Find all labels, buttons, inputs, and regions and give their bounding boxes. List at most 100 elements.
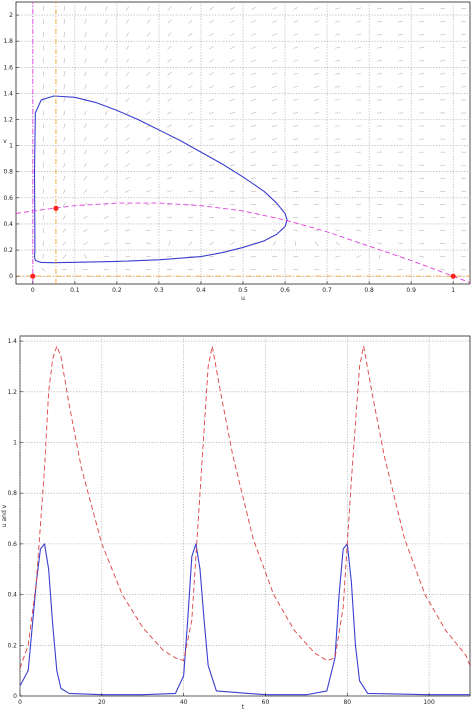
y-tick-label: 0 bbox=[13, 693, 17, 700]
direction-field-mark bbox=[440, 242, 446, 245]
direction-field-mark bbox=[167, 150, 172, 154]
direction-field-mark bbox=[272, 7, 277, 10]
direction-field-mark bbox=[83, 228, 88, 233]
direction-field-mark bbox=[146, 32, 151, 37]
direction-field-mark bbox=[168, 241, 171, 247]
y-tick-label: 1.4 bbox=[7, 338, 17, 345]
direction-field-mark bbox=[251, 46, 256, 49]
direction-field-mark bbox=[146, 58, 151, 63]
direction-field-mark bbox=[293, 229, 299, 232]
direction-field-mark bbox=[42, 227, 44, 233]
direction-field-mark bbox=[146, 111, 151, 115]
time-series-ticks: 0 20 40 60 80 100 0 0.2 0.4 0.6 0.8 1 1.2 1.4 bbox=[7, 338, 435, 706]
equilibrium-point bbox=[53, 205, 59, 211]
direction-field-mark bbox=[250, 151, 257, 153]
direction-field-mark bbox=[272, 229, 278, 232]
direction-field-mark bbox=[63, 32, 66, 38]
time-series-chart: 0 20 40 60 80 100 0 0.2 0.4 0.6 0.8 1 1.2 1.4 t u and… bbox=[1, 335, 471, 711]
direction-field-mark bbox=[84, 58, 87, 64]
direction-field-mark bbox=[293, 20, 298, 23]
direction-field-mark bbox=[125, 124, 130, 128]
y-tick-label: 1.2 bbox=[3, 117, 13, 124]
direction-field-mark bbox=[208, 229, 214, 232]
u-series-line bbox=[20, 543, 470, 696]
direction-field-mark bbox=[335, 33, 341, 36]
direction-field-mark bbox=[335, 20, 341, 23]
y-tick-label: 0.6 bbox=[3, 195, 13, 202]
direction-field-mark bbox=[104, 176, 109, 181]
direction-field-mark bbox=[314, 255, 320, 258]
direction-field-mark bbox=[356, 59, 362, 62]
direction-field-mark bbox=[229, 190, 236, 192]
direction-field bbox=[41, 6, 467, 272]
direction-field-mark bbox=[124, 216, 130, 219]
direction-field-mark bbox=[377, 216, 383, 218]
direction-field-mark bbox=[229, 138, 235, 141]
direction-field-mark bbox=[398, 46, 404, 49]
direction-field-mark bbox=[314, 59, 320, 62]
direction-field-mark bbox=[103, 255, 109, 258]
direction-field-mark bbox=[84, 32, 87, 38]
direction-field-mark bbox=[335, 112, 341, 114]
direction-field-mark bbox=[188, 85, 193, 89]
y-tick-label: 0 bbox=[9, 273, 13, 280]
direction-field-mark bbox=[166, 216, 172, 219]
direction-field-mark bbox=[314, 20, 320, 23]
direction-field-mark bbox=[84, 6, 87, 12]
time-series-ylabel: u and v bbox=[1, 504, 8, 527]
direction-field-mark bbox=[63, 162, 66, 168]
direction-field-mark bbox=[41, 267, 46, 272]
direction-field-mark bbox=[314, 72, 320, 75]
direction-field-mark bbox=[145, 216, 151, 219]
phase-plane-ylabel: v bbox=[3, 138, 7, 145]
x-tick-label: 100 bbox=[423, 699, 435, 706]
direction-field-mark bbox=[146, 19, 151, 24]
direction-field-mark bbox=[125, 58, 130, 63]
direction-field-mark bbox=[103, 229, 109, 232]
direction-field-mark bbox=[63, 175, 66, 181]
direction-field-mark bbox=[335, 46, 341, 49]
direction-field-mark bbox=[377, 60, 383, 62]
direction-field-mark bbox=[250, 177, 257, 179]
direction-field-mark bbox=[293, 72, 299, 75]
direction-field-mark bbox=[208, 177, 214, 180]
direction-field-mark bbox=[272, 151, 278, 153]
direction-field-mark bbox=[251, 59, 256, 62]
y-tick-label: 1 bbox=[13, 439, 17, 446]
direction-field-mark bbox=[272, 98, 278, 101]
direction-field-mark bbox=[62, 201, 66, 207]
direction-field-mark bbox=[42, 241, 45, 247]
direction-field-mark bbox=[335, 229, 341, 232]
direction-field-mark bbox=[104, 58, 108, 64]
direction-field-mark bbox=[378, 254, 381, 260]
direction-field-mark bbox=[63, 19, 66, 25]
direction-field-mark bbox=[167, 58, 172, 63]
direction-field-mark bbox=[440, 33, 446, 36]
direction-field-mark bbox=[272, 46, 277, 49]
direction-field-mark bbox=[335, 59, 341, 62]
direction-field-mark bbox=[461, 242, 467, 245]
x-tick-label: 0.2 bbox=[112, 287, 122, 294]
y-tick-label: 0.2 bbox=[3, 247, 13, 254]
direction-field-mark bbox=[63, 71, 66, 77]
direction-field-mark bbox=[293, 151, 299, 153]
direction-field-mark bbox=[187, 203, 193, 206]
direction-field-mark bbox=[187, 164, 193, 167]
direction-field-mark bbox=[398, 73, 404, 75]
direction-field-mark bbox=[187, 151, 193, 154]
direction-field-mark bbox=[145, 255, 151, 258]
direction-field-mark bbox=[335, 86, 341, 88]
direction-field-mark bbox=[356, 20, 362, 23]
phase-plane-chart: 0 0.1 0.2 0.3 0.4 0.5 0.6 0.7 0.8 0.9 1 0 0.2 0.4 0.6 0… bbox=[3, 1, 471, 302]
direction-field-mark bbox=[209, 72, 214, 76]
direction-field-mark bbox=[335, 72, 341, 75]
direction-field-mark bbox=[167, 163, 172, 167]
direction-field-mark bbox=[104, 71, 108, 77]
direction-field-mark bbox=[83, 215, 88, 220]
x-tick-label: 60 bbox=[262, 699, 270, 706]
y-tick-label: 1.8 bbox=[3, 38, 13, 45]
direction-field-mark bbox=[398, 33, 404, 36]
direction-field-mark bbox=[209, 111, 214, 115]
direction-field-mark bbox=[84, 84, 87, 90]
limit-cycle-line bbox=[33, 95, 288, 264]
